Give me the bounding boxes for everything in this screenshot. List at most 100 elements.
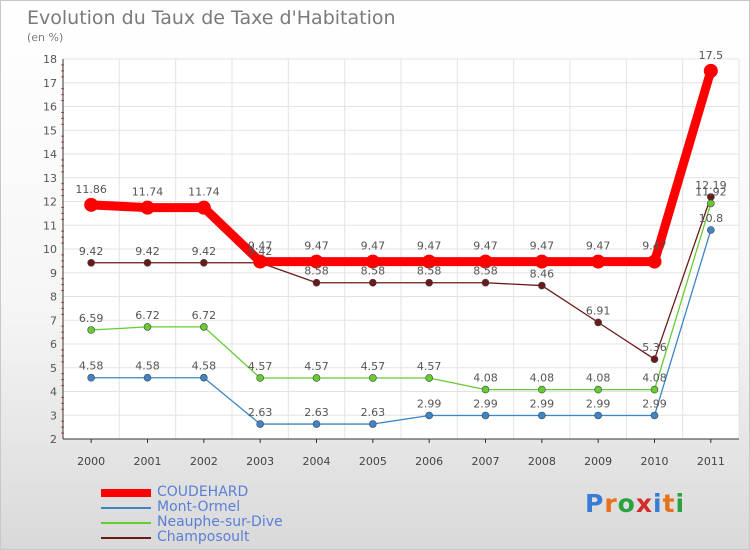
series-line-champosoult: [90, 196, 712, 360]
data-label-champosoult: 9.42: [192, 245, 217, 258]
logo-letter: i: [653, 489, 663, 518]
data-point-champosoult: [87, 258, 95, 267]
data-point-champosoult: [369, 278, 377, 287]
y-tick-label: 10: [43, 243, 57, 256]
legend-label: COUDEHARD: [157, 484, 249, 500]
data-point-neauphe-sur-dive: [87, 326, 95, 334]
data-label-champosoult: 9.42: [248, 245, 273, 258]
data-point-coudehard: [703, 63, 718, 78]
data-point-neauphe-sur-dive: [650, 385, 659, 394]
data-label-champosoult: 9.42: [135, 245, 160, 258]
data-label-mont-ormel: 10.8: [699, 212, 724, 225]
x-tick-label: 2008: [528, 455, 556, 468]
data-point-coudehard: [534, 254, 549, 269]
data-label-champosoult: 6.91: [586, 304, 611, 317]
data-label-neauphe-sur-dive: 6.72: [135, 309, 160, 322]
data-point-coudehard: [140, 200, 155, 215]
series-line-coudehard: [86, 66, 716, 267]
data-point-champosoult: [312, 278, 321, 287]
x-tick-label: 2002: [190, 455, 218, 468]
data-point-mont-ormel: [369, 420, 377, 428]
chart-unit-label: (en %): [27, 31, 64, 44]
data-point-mont-ormel: [312, 420, 321, 428]
y-tick-label: 15: [43, 124, 57, 137]
data-point-neauphe-sur-dive: [538, 385, 546, 394]
data-point-coudehard: [84, 197, 99, 212]
data-point-mont-ormel: [594, 411, 602, 420]
data-label-neauphe-sur-dive: 4.08: [530, 372, 555, 385]
data-point-neauphe-sur-dive: [707, 199, 715, 208]
y-tick-label: 9: [50, 267, 57, 280]
data-point-champosoult: [200, 258, 208, 267]
data-label-mont-ormel: 4.58: [192, 360, 217, 373]
data-label-mont-ormel: 2.99: [642, 397, 667, 410]
data-point-neauphe-sur-dive: [143, 323, 152, 331]
data-point-champosoult: [538, 281, 546, 290]
data-point-mont-ormel: [143, 373, 152, 382]
data-point-coudehard: [647, 254, 662, 269]
data-label-neauphe-sur-dive: 4.08: [642, 372, 667, 385]
data-label-neauphe-sur-dive: 4.57: [248, 360, 273, 373]
series-line-mont-ormel: [90, 229, 712, 425]
data-label-mont-ormel: 2.99: [530, 397, 555, 410]
logo-letter: r: [604, 489, 618, 518]
data-label-coudehard: 9.47: [417, 240, 442, 253]
logo-letter: o: [617, 489, 636, 518]
data-label-coudehard: 11.74: [188, 186, 220, 199]
data-label-mont-ormel: 2.99: [473, 397, 498, 410]
data-point-mont-ormel: [200, 373, 208, 382]
data-label-champosoult: 8.58: [417, 265, 442, 278]
data-label-mont-ormel: 2.63: [304, 406, 329, 419]
y-tick-label: 4: [50, 386, 57, 399]
y-tick-label: 14: [43, 148, 57, 161]
data-label-neauphe-sur-dive: 11.92: [695, 185, 727, 198]
y-tick-label: 17: [43, 77, 57, 90]
logo-letter: i: [675, 489, 686, 518]
y-tick-label: 6: [50, 338, 57, 351]
data-label-mont-ormel: 2.99: [586, 397, 611, 410]
data-point-neauphe-sur-dive: [594, 385, 602, 394]
legend-label: Neauphe-sur-Dive: [157, 514, 283, 530]
chart-title: Evolution du Taux de Taxe d'Habitation: [27, 7, 396, 29]
legend-swatch: [101, 537, 151, 539]
data-point-champosoult: [650, 355, 659, 364]
legend-label: Champosoult: [157, 529, 250, 545]
data-point-coudehard: [309, 254, 324, 269]
data-label-champosoult: 9.42: [79, 245, 104, 258]
y-tick-label: 5: [50, 362, 57, 375]
data-point-champosoult: [143, 258, 152, 267]
data-label-coudehard: 11.74: [132, 186, 164, 199]
data-point-mont-ormel: [481, 411, 490, 420]
x-tick-label: 2007: [472, 455, 500, 468]
data-label-mont-ormel: 4.58: [135, 360, 160, 373]
x-tick-label: 2009: [584, 455, 612, 468]
data-label-mont-ormel: 4.58: [79, 360, 104, 373]
y-tick-label: 18: [43, 53, 57, 66]
data-label-neauphe-sur-dive: 4.08: [586, 372, 611, 385]
y-tick-label: 3: [50, 409, 57, 422]
data-label-coudehard: 9.47: [530, 240, 555, 253]
data-label-champosoult: 8.46: [530, 268, 555, 281]
x-tick-label: 2006: [415, 455, 443, 468]
data-label-coudehard: 9.47: [473, 240, 498, 253]
data-point-coudehard: [478, 254, 493, 269]
x-tick-label: 2011: [697, 455, 725, 468]
y-tick-label: 16: [43, 101, 57, 114]
data-label-coudehard: 9.47: [642, 240, 667, 253]
y-tick-label: 11: [43, 219, 57, 232]
data-label-coudehard: 17.5: [699, 49, 724, 62]
data-label-mont-ormel: 2.99: [417, 397, 442, 410]
y-tick-label: 8: [50, 291, 57, 304]
y-tick-label: 2: [50, 433, 57, 446]
x-tick-label: 2000: [77, 455, 105, 468]
data-point-neauphe-sur-dive: [481, 385, 490, 394]
data-label-neauphe-sur-dive: 4.57: [304, 360, 329, 373]
proxiti-logo: Proxiti: [585, 489, 685, 518]
data-point-champosoult: [594, 318, 602, 327]
data-label-champosoult: 8.58: [304, 265, 329, 278]
data-label-champosoult: 8.58: [361, 265, 386, 278]
x-tick-label: 2010: [641, 455, 669, 468]
data-point-coudehard: [365, 254, 380, 269]
data-point-neauphe-sur-dive: [312, 374, 321, 382]
